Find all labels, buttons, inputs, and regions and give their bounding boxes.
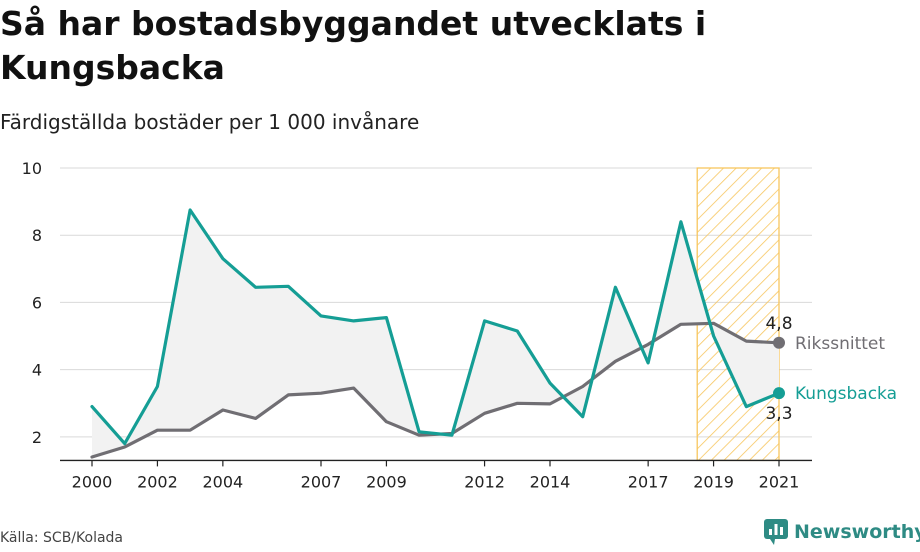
x-tick-label: 2000 [72, 472, 113, 491]
x-tick-label: 2007 [301, 472, 342, 491]
brand-logo: Newsworthy [764, 519, 920, 545]
highlight-area [696, 167, 780, 462]
difference-fill [92, 210, 779, 457]
series-lines [90, 208, 781, 459]
y-tick-label: 6 [32, 293, 42, 312]
x-tick-label: 2009 [366, 472, 407, 491]
source-note: Källa: SCB/Kolada [0, 530, 124, 546]
difference-area [92, 210, 779, 457]
x-axis: 2000 2002 2004 2007 2009 2012 2014 2017 2019 2021 [60, 459, 812, 491]
rikssnittet-series-label: Rikssnittet [795, 334, 885, 354]
y-tick-label: 2 [32, 428, 42, 447]
highlight-period [696, 167, 780, 462]
x-tick-label: 2021 [759, 472, 800, 491]
x-tick-label: 2004 [202, 472, 243, 491]
x-tick-label: 2002 [137, 472, 178, 491]
chart-title: Så har bostadsbyggandet utvecklats i Kun… [0, 4, 707, 87]
kungsbacka-line [90, 208, 781, 446]
brand-name: Newsworthy [794, 521, 920, 543]
y-tick-label: 4 [32, 361, 42, 380]
kungsbacka-series-label: Kungsbacka [795, 384, 897, 404]
y-tick-label: 8 [32, 226, 42, 245]
rikssnittet-end-point [773, 336, 785, 349]
x-tick-label: 2014 [530, 472, 571, 491]
y-tick-label: 10 [22, 159, 42, 178]
x-tick-label: 2017 [628, 472, 669, 491]
chart-subtitle: Färdigställda bostäder per 1 000 invånar… [0, 110, 420, 134]
rikssnittet-value-label: 4,8 [765, 314, 792, 334]
x-tick-label: 2019 [693, 472, 734, 491]
kungsbacka-end-point [773, 387, 785, 400]
x-tick-label: 2012 [464, 472, 505, 491]
kungsbacka-value-label: 3,3 [765, 404, 792, 424]
newsworthy-logo-icon [764, 519, 788, 545]
